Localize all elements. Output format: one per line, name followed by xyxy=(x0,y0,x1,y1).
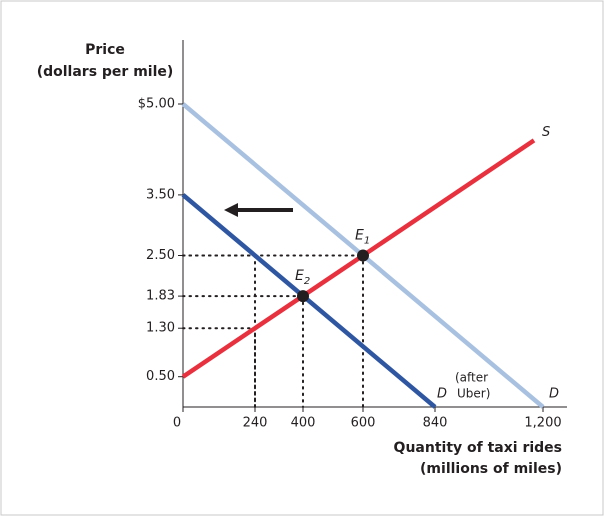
series-line xyxy=(181,193,437,409)
y-title-2: (dollars per mile) xyxy=(37,64,174,80)
series-label: S xyxy=(542,125,550,140)
series-label: D xyxy=(549,387,559,402)
x-title-1: Quantity of taxi rides xyxy=(394,440,562,456)
point-label: E2 xyxy=(295,268,310,287)
x-title-2: (millions of miles) xyxy=(420,461,562,477)
x-tick-label: 0 xyxy=(173,416,181,431)
x-tick-label: 600 xyxy=(351,416,376,431)
series-label: D xyxy=(437,387,447,402)
x-tick-label: 840 xyxy=(423,416,448,431)
shift-arrow xyxy=(224,203,293,217)
y-tick-label: 3.50 xyxy=(146,187,175,202)
y-tick-label: 1.83 xyxy=(146,289,175,304)
y-title-1: Price xyxy=(85,42,125,58)
equilibrium-point xyxy=(357,249,369,262)
point-label-sub: 1 xyxy=(364,236,370,247)
y-tick-label: 1.30 xyxy=(146,321,175,336)
point-label-main: E xyxy=(295,268,304,284)
x-tick-label: 1,200 xyxy=(524,416,561,431)
point-label: E1 xyxy=(355,228,370,247)
point-label-main: E xyxy=(355,228,364,244)
y-tick-label: 2.50 xyxy=(146,248,175,263)
y-tick-label: $5.00 xyxy=(138,97,175,112)
x-tick-label: 400 xyxy=(291,416,316,431)
series-annotation: (after xyxy=(455,371,488,385)
x-tick-label: 240 xyxy=(243,416,268,431)
equilibrium-point xyxy=(297,290,309,303)
y-tick-label: 0.50 xyxy=(146,369,175,384)
series-annotation: Uber) xyxy=(457,387,490,401)
point-label-sub: 2 xyxy=(304,276,310,287)
